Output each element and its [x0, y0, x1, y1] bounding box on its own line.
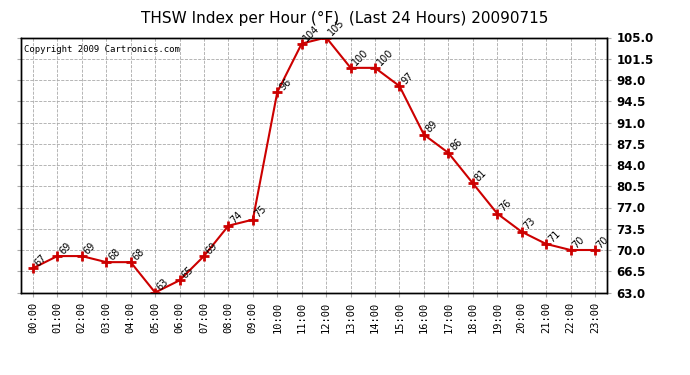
Text: 63: 63: [155, 277, 171, 292]
Text: 89: 89: [424, 119, 440, 135]
Text: 70: 70: [595, 234, 611, 250]
Text: 75: 75: [253, 204, 269, 220]
Text: 73: 73: [522, 216, 538, 232]
Text: 96: 96: [277, 76, 293, 92]
Text: 81: 81: [473, 168, 489, 183]
Text: 74: 74: [228, 210, 244, 226]
Text: 100: 100: [351, 48, 371, 68]
Text: 71: 71: [546, 228, 562, 244]
Text: THSW Index per Hour (°F)  (Last 24 Hours) 20090715: THSW Index per Hour (°F) (Last 24 Hours)…: [141, 11, 549, 26]
Text: 86: 86: [448, 137, 464, 153]
Text: 69: 69: [82, 240, 97, 256]
Text: 104: 104: [302, 24, 322, 44]
Text: 97: 97: [400, 70, 415, 86]
Text: 68: 68: [106, 246, 122, 262]
Text: Copyright 2009 Cartronics.com: Copyright 2009 Cartronics.com: [23, 45, 179, 54]
Text: 69: 69: [204, 240, 219, 256]
Text: 69: 69: [57, 240, 73, 256]
Text: 67: 67: [33, 252, 49, 268]
Text: 68: 68: [130, 246, 146, 262]
Text: 76: 76: [497, 198, 513, 214]
Text: 70: 70: [571, 234, 586, 250]
Text: 65: 65: [179, 264, 195, 280]
Text: 100: 100: [375, 48, 395, 68]
Text: 105: 105: [326, 17, 346, 38]
